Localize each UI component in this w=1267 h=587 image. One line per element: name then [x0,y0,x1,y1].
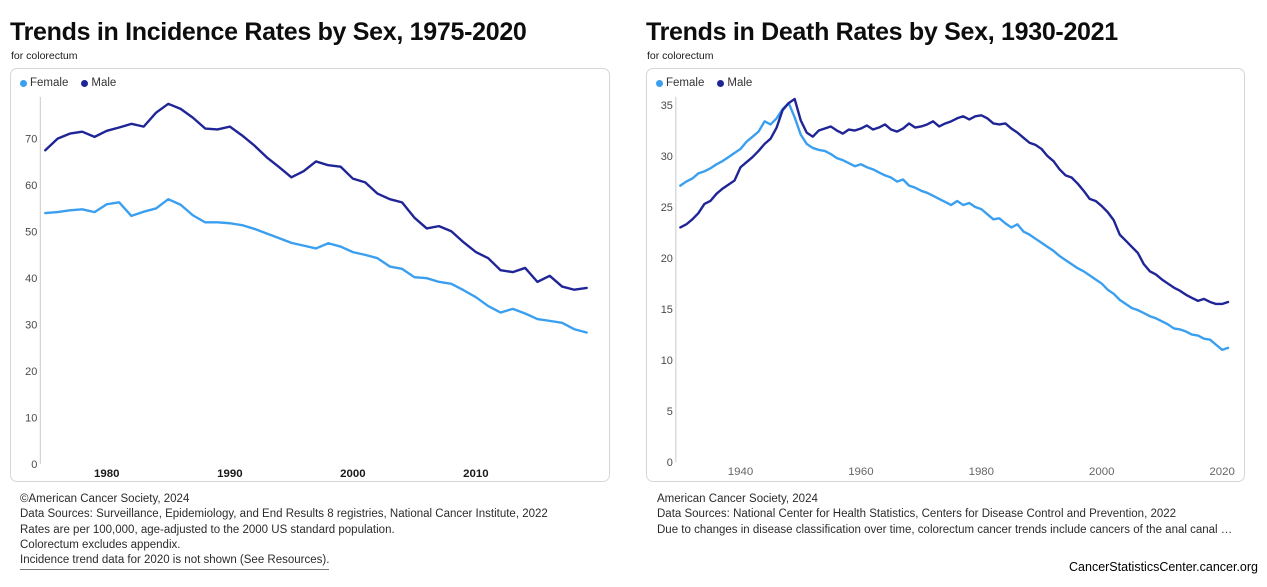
svg-text:35: 35 [661,100,673,112]
svg-text:10: 10 [25,413,37,425]
footer-line: Colorectum excludes appendix. [20,538,181,551]
incidence-chart-panel: Female Male 0 10 20 30 40 50 60 70 1980 1990 2000 2… [10,68,610,482]
svg-text:0: 0 [31,459,37,471]
svg-text:2010: 2010 [463,468,488,480]
male-series-dot [81,79,89,87]
death-legend: Female Male [656,77,752,89]
svg-text:60: 60 [25,180,37,192]
svg-text:25: 25 [661,202,673,214]
svg-text:70: 70 [25,134,37,146]
legend-label-female: Female [666,77,705,89]
svg-text:2000: 2000 [1089,466,1114,478]
legend-item-male[interactable]: Male [81,77,116,89]
death-footer: American Cancer Society, 2024 Data Sourc… [657,492,1232,538]
incidence-chart-title: Trends in Incidence Rates by Sex, 1975-2… [10,18,527,46]
footer-line: Data Sources: Surveillance, Epidemiology… [20,508,548,521]
site-link[interactable]: CancerStatisticsCenter.cancer.org [1069,560,1258,574]
svg-text:5: 5 [667,406,673,418]
female-series-dot [656,79,663,87]
legend-item-female[interactable]: Female [656,77,704,89]
svg-text:2020: 2020 [1209,466,1234,478]
legend-label-female: Female [30,77,69,89]
svg-text:20: 20 [25,366,37,378]
incidence-footer: ©American Cancer Society, 2024 Data Sour… [20,492,548,571]
svg-text:20: 20 [661,253,673,265]
death-chart-panel: Female Male 0 5 10 15 20 25 30 35 1940 1960 1980 20… [646,68,1245,482]
footer-line: Rates are per 100,000, age-adjusted to t… [20,523,395,536]
footer-line-resources: Incidence trend data for 2020 is not sho… [20,553,330,571]
svg-text:15: 15 [661,304,673,316]
legend-label-male: Male [727,77,753,89]
svg-text:40: 40 [25,273,37,285]
footer-line: American Cancer Society, 2024 [657,493,818,505]
death-chart-svg: 0 5 10 15 20 25 30 35 1940 1960 1980 2000 2020 [661,96,1235,478]
footer-line: Due to changes in disease classification… [657,523,1233,536]
svg-text:2000: 2000 [340,468,365,480]
footer-line: ©American Cancer Society, 2024 [20,493,190,505]
svg-text:30: 30 [25,320,37,332]
footer-line: Data Sources: National Center for Health… [657,508,1177,521]
legend-item-male[interactable]: Male [717,77,752,89]
incidence-chart-subtitle: for colorectum [11,50,78,62]
svg-text:1980: 1980 [969,466,994,478]
svg-text:1940: 1940 [728,466,753,478]
male-series-dot [717,79,725,87]
svg-text:30: 30 [661,151,673,163]
svg-text:0: 0 [667,457,673,469]
svg-text:1980: 1980 [94,468,119,480]
svg-text:50: 50 [25,227,37,239]
death-chart-title: Trends in Death Rates by Sex, 1930-2021 [646,18,1118,46]
incidence-chart-svg: 0 10 20 30 40 50 60 70 1980 1990 2000 2010 [25,96,588,480]
female-series-dot [20,79,27,87]
incidence-legend: Female Male [20,77,116,89]
legend-item-female[interactable]: Female [20,77,68,89]
legend-label-male: Male [91,77,117,89]
svg-text:1960: 1960 [848,466,873,478]
death-chart-subtitle: for colorectum [647,50,714,62]
svg-text:1990: 1990 [217,468,242,480]
svg-text:10: 10 [661,355,673,367]
